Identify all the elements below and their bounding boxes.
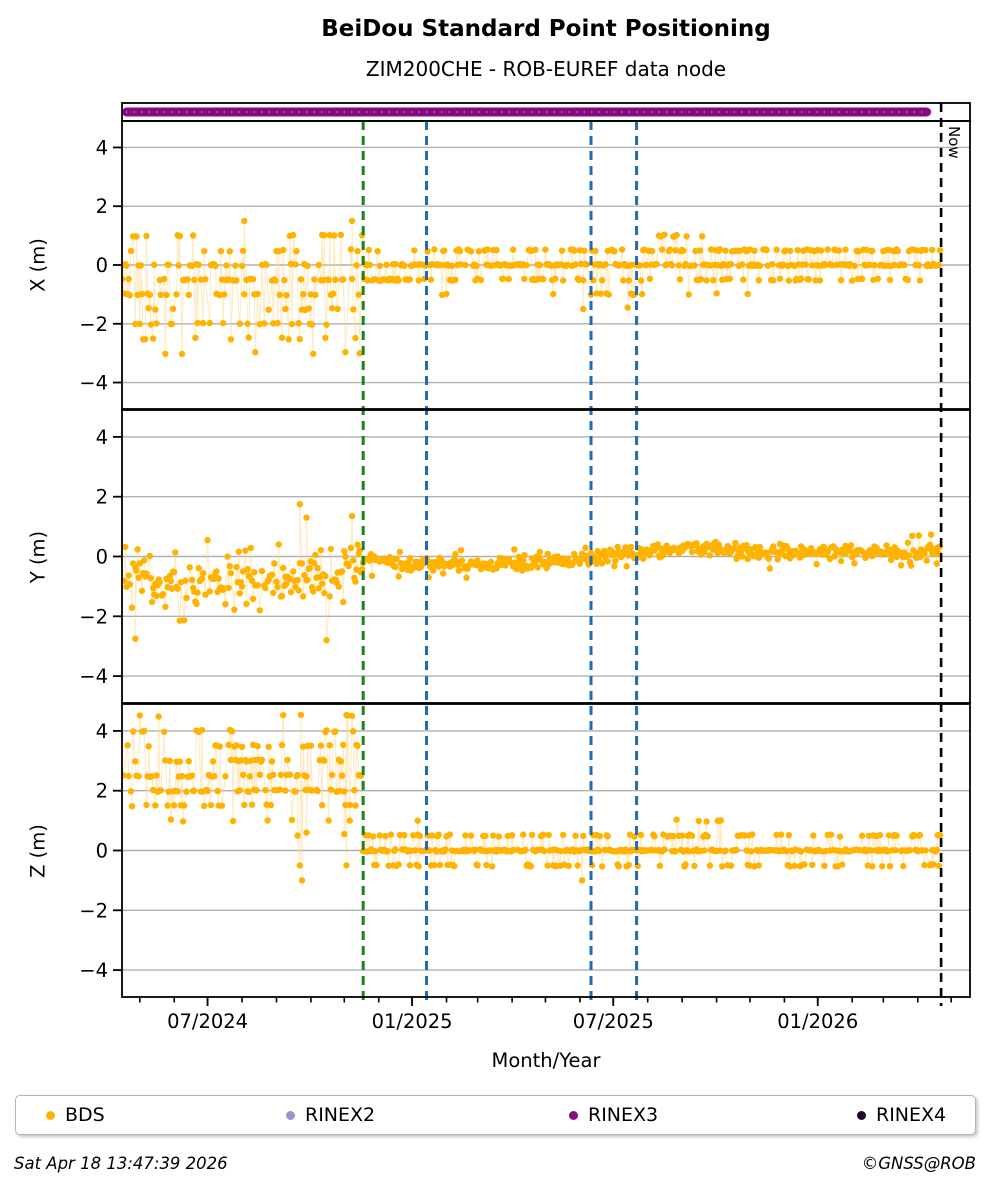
rinex2-marker-icon [286, 1110, 295, 1120]
legend-item-rinex2: RINEX2 [286, 1104, 375, 1126]
y-axis-label-x: X (m) [26, 238, 50, 292]
y-tick-label: 0 [96, 254, 108, 277]
availability-bar-rinex3 [122, 107, 932, 117]
y-tick-label: 0 [96, 546, 108, 569]
legend-item-rinex3: RINEX3 [569, 1104, 658, 1126]
chart-subtitle: ZIM200CHE - ROB-EUREF data node [365, 57, 727, 81]
y-tick-label: 4 [96, 426, 108, 449]
y-tick-label: 4 [96, 720, 108, 743]
legend-label-rinex3: RINEX3 [588, 1104, 659, 1126]
y-ticks-x: 4 2 0 −2 −4 [79, 136, 122, 395]
event-marker-lines [361, 121, 639, 1006]
x-ticks: 07/2024 01/2025 07/2025 01/2026 [138, 997, 952, 1033]
x-tick-label: 01/2026 [777, 1010, 858, 1033]
now-line-label: Now [945, 126, 963, 159]
y-tick-label: −4 [79, 372, 108, 395]
legend-label-bds: BDS [65, 1104, 105, 1126]
bds-marker-icon [46, 1110, 55, 1120]
y-tick-label: 0 [96, 840, 108, 863]
rinex4-marker-icon [857, 1110, 866, 1120]
bds-points-z [122, 711, 944, 884]
y-tick-label: −4 [79, 665, 108, 688]
legend-label-rinex4: RINEX4 [876, 1104, 947, 1126]
y-tick-label: 2 [96, 780, 108, 803]
y-tick-label: 2 [96, 195, 108, 218]
legend-label-rinex2: RINEX2 [305, 1104, 376, 1126]
y-axis-label-z: Z (m) [26, 824, 50, 878]
bds-points-y [122, 501, 944, 644]
y-tick-label: −4 [79, 959, 108, 982]
y-tick-label: 4 [96, 136, 108, 159]
plot-timestamp: Sat Apr 18 13:47:39 2026 [14, 1154, 228, 1173]
x-tick-label: 07/2024 [167, 1010, 248, 1033]
rinex3-marker-icon [569, 1110, 578, 1120]
y-tick-label: 2 [96, 486, 108, 509]
chart-title: BeiDou Standard Point Positioning [321, 16, 771, 42]
legend-item-rinex4: RINEX4 [857, 1104, 946, 1126]
series-legend: BDS RINEX2 RINEX3 RINEX4 [15, 1095, 976, 1135]
y-tick-label: −2 [79, 313, 108, 336]
y-ticks-z: 4 2 0 −2 −4 [79, 720, 122, 982]
legend-item-bds: BDS [46, 1104, 105, 1126]
x-tick-label: 01/2025 [372, 1010, 453, 1033]
y-tick-label: −2 [79, 605, 108, 628]
y-ticks-y: 4 2 0 −2 −4 [79, 426, 122, 688]
bds-points-x [122, 217, 944, 358]
x-axis-label: Month/Year [491, 1049, 601, 1072]
y-axis-label-y: Y (m) [26, 530, 50, 584]
copyright-credit: ©GNSS@ROB [861, 1154, 976, 1173]
x-tick-label: 07/2025 [573, 1010, 654, 1033]
y-tick-label: −2 [79, 899, 108, 922]
